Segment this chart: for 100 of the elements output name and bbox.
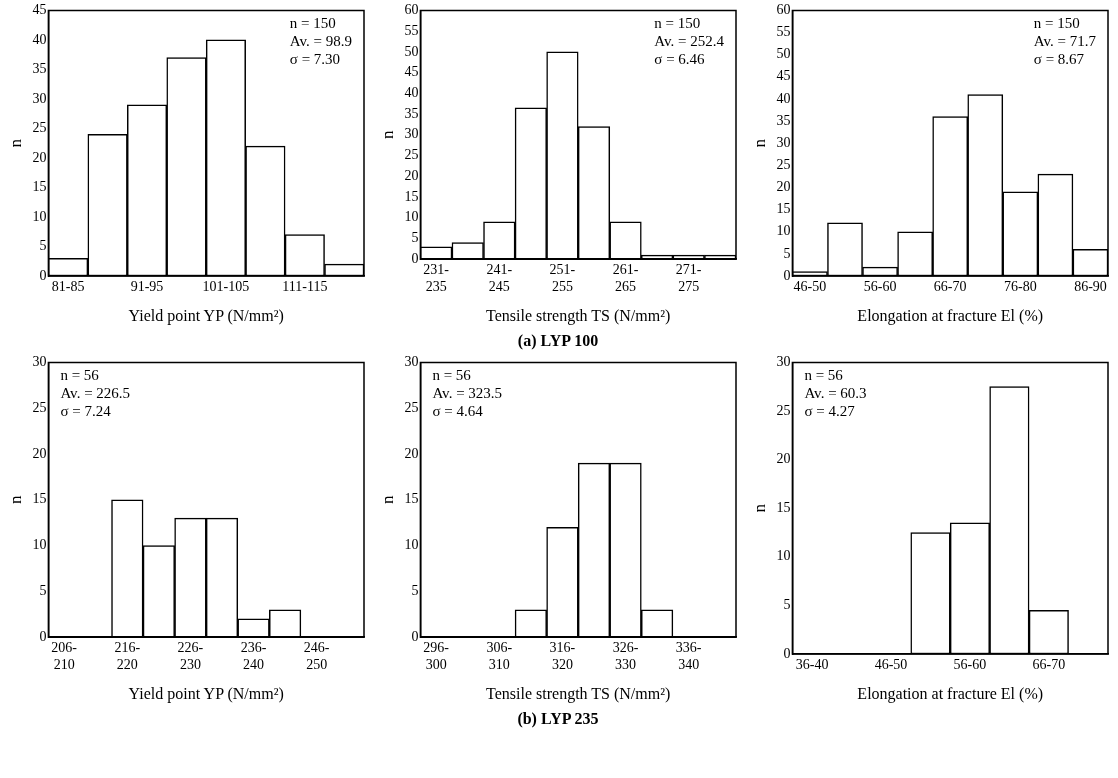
x-tick-label: 336-340 bbox=[675, 640, 702, 673]
y-tick-label: 20 bbox=[776, 179, 791, 195]
y-tick-label: 15 bbox=[32, 179, 47, 195]
annotation: Av. = 252.4 bbox=[654, 32, 725, 49]
y-axis-title: n bbox=[5, 138, 25, 148]
y-tick-label: 45 bbox=[404, 64, 419, 80]
y-tick-label: 40 bbox=[32, 31, 47, 47]
x-tick-label: 81-85 bbox=[51, 279, 85, 295]
y-tick-label: 25 bbox=[776, 157, 791, 173]
annotation: n = 150 bbox=[654, 14, 701, 31]
x-axis-title: Elongation at fracture El (%) bbox=[857, 306, 1044, 325]
y-tick-label: 25 bbox=[404, 147, 419, 163]
y-tick-label: 30 bbox=[404, 126, 419, 142]
y-tick-label: 45 bbox=[776, 68, 791, 84]
y-tick-label: 0 bbox=[411, 628, 419, 644]
x-tick-label: 206-210 bbox=[51, 640, 78, 673]
y-tick-label: 0 bbox=[39, 628, 47, 644]
x-tick-label: 91-95 bbox=[130, 279, 164, 295]
x-tick-label: 101-105 bbox=[202, 279, 250, 295]
y-tick-label: 30 bbox=[32, 354, 47, 370]
y-tick-label: 10 bbox=[32, 537, 47, 553]
y-tick-label: 10 bbox=[404, 209, 419, 225]
annotation: n = 56 bbox=[804, 366, 844, 383]
y-tick-label: 20 bbox=[404, 167, 419, 183]
y-tick-label: 30 bbox=[776, 354, 791, 370]
y-tick-label: 25 bbox=[32, 120, 47, 136]
x-tick-label: 76-80 bbox=[1004, 279, 1037, 295]
y-tick-label: 15 bbox=[32, 491, 47, 507]
y-tick-label: 5 bbox=[783, 597, 791, 613]
y-tick-label: 10 bbox=[32, 208, 47, 224]
x-tick-label: 56-60 bbox=[953, 657, 987, 673]
annotation: Av. = 226.5 bbox=[60, 384, 131, 401]
y-tick-label: 15 bbox=[404, 491, 419, 507]
x-tick-label: 296-300 bbox=[423, 640, 450, 673]
x-tick-label: 251-255 bbox=[549, 262, 576, 295]
y-tick-label: 20 bbox=[32, 149, 47, 165]
x-tick-label: 246-250 bbox=[303, 640, 330, 673]
x-tick-label: 316-320 bbox=[549, 640, 576, 673]
y-tick-label: 0 bbox=[39, 267, 47, 283]
x-axis-title: Tensile strength TS (N/mm²) bbox=[486, 684, 671, 703]
x-tick-label: 46-50 bbox=[874, 657, 908, 673]
x-tick-label: 66-70 bbox=[933, 279, 967, 295]
annotation: Av. = 98.9 bbox=[289, 32, 353, 49]
y-tick-label: 35 bbox=[776, 112, 791, 128]
y-tick-label: 45 bbox=[32, 2, 47, 18]
y-tick-label: 10 bbox=[776, 548, 791, 564]
annotation: Av. = 60.3 bbox=[804, 384, 867, 401]
annotation: σ = 4.64 bbox=[432, 402, 484, 419]
x-tick-label: 271-275 bbox=[675, 262, 702, 295]
y-tick-label: 0 bbox=[783, 267, 791, 283]
y-tick-label: 50 bbox=[776, 46, 791, 62]
annotation: n = 56 bbox=[60, 366, 100, 383]
y-tick-label: 30 bbox=[404, 354, 419, 370]
x-tick-label: 111-115 bbox=[282, 279, 328, 295]
annotation: Av. = 71.7 bbox=[1033, 32, 1097, 49]
y-tick-label: 5 bbox=[411, 583, 419, 599]
x-axis-title: Yield point YP (N/mm²) bbox=[128, 684, 284, 703]
x-tick-label: 326-330 bbox=[612, 640, 639, 673]
y-tick-label: 55 bbox=[776, 24, 791, 40]
y-tick-label: 20 bbox=[32, 445, 47, 461]
annotation: σ = 6.46 bbox=[654, 50, 706, 67]
annotation: σ = 8.67 bbox=[1033, 50, 1085, 67]
y-tick-label: 10 bbox=[776, 223, 791, 239]
y-tick-label: 5 bbox=[411, 230, 419, 246]
y-tick-label: 30 bbox=[776, 134, 791, 150]
y-tick-label: 0 bbox=[783, 645, 791, 661]
y-tick-label: 25 bbox=[404, 399, 419, 415]
y-tick-label: 35 bbox=[404, 105, 419, 121]
y-tick-label: 15 bbox=[776, 499, 791, 515]
y-axis-title: n bbox=[749, 503, 769, 513]
y-tick-label: 40 bbox=[776, 90, 791, 106]
y-axis-title: n bbox=[749, 138, 769, 148]
x-tick-label: 216-220 bbox=[114, 640, 141, 673]
x-tick-label: 46-50 bbox=[793, 279, 827, 295]
y-tick-label: 25 bbox=[776, 402, 791, 418]
x-tick-label: 261-265 bbox=[612, 262, 639, 295]
y-tick-label: 40 bbox=[404, 85, 419, 101]
x-tick-label: 306-310 bbox=[486, 640, 513, 673]
annotation: σ = 7.30 bbox=[289, 50, 341, 67]
y-tick-label: 35 bbox=[32, 61, 47, 77]
y-tick-label: 15 bbox=[404, 188, 419, 204]
annotation: n = 56 bbox=[432, 366, 472, 383]
y-tick-label: 25 bbox=[32, 399, 47, 415]
x-tick-label: 236-240 bbox=[240, 640, 267, 673]
y-tick-label: 55 bbox=[404, 22, 419, 38]
text: (a) LYP 100 bbox=[517, 332, 599, 349]
x-axis-title: Elongation at fracture El (%) bbox=[857, 684, 1044, 703]
y-tick-label: 15 bbox=[776, 201, 791, 217]
y-tick-label: 30 bbox=[32, 90, 47, 106]
y-tick-label: 20 bbox=[776, 451, 791, 467]
x-axis-title: Yield point YP (N/mm²) bbox=[128, 306, 284, 325]
y-tick-label: 50 bbox=[404, 43, 419, 59]
y-axis-title: n bbox=[377, 130, 397, 140]
annotation: σ = 7.24 bbox=[60, 402, 112, 419]
x-tick-label: 226-230 bbox=[177, 640, 204, 673]
x-tick-label: 36-40 bbox=[795, 657, 829, 673]
annotation: σ = 4.27 bbox=[804, 402, 856, 419]
x-tick-label: 66-70 bbox=[1032, 657, 1066, 673]
y-tick-label: 10 bbox=[404, 537, 419, 553]
y-tick-label: 5 bbox=[39, 583, 47, 599]
